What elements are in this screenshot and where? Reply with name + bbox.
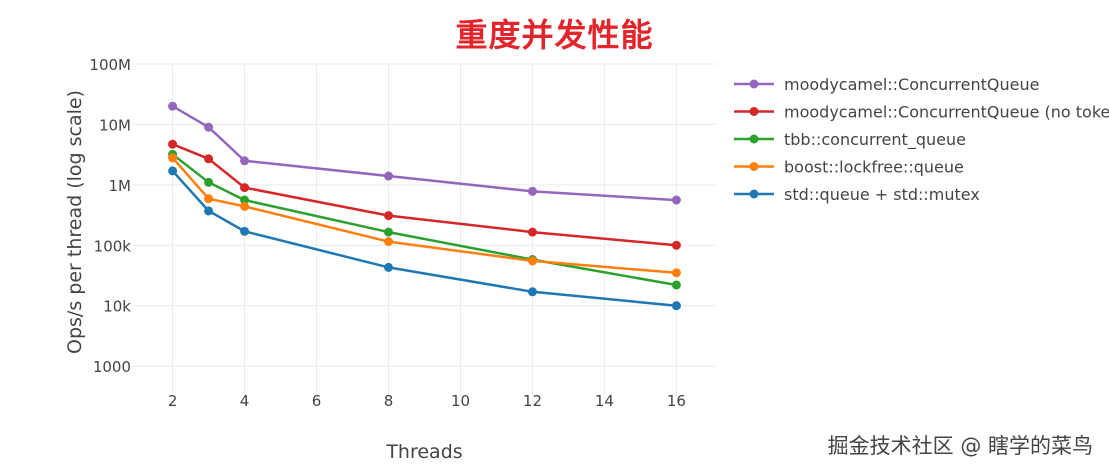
data-point [240, 195, 250, 205]
legend-label: boost::lockfree::queue [784, 158, 964, 177]
legend-label: tbb::concurrent_queue [784, 130, 966, 150]
data-point [204, 177, 214, 187]
data-point [671, 195, 681, 205]
data-point [527, 287, 537, 297]
data-point [204, 122, 214, 132]
x-tick-label: 4 [240, 392, 250, 410]
data-point [240, 226, 250, 236]
data-point [204, 194, 214, 204]
series-line-2 [172, 143, 677, 247]
data-point [671, 240, 681, 250]
series-line-5 [171, 170, 677, 307]
data-point [527, 227, 537, 237]
x-tick-label: 14 [595, 392, 614, 410]
data-point [671, 268, 681, 278]
x-tick-label: 10 [451, 392, 470, 410]
data-point [204, 206, 214, 216]
data-point [168, 101, 178, 111]
legend-label: std::queue + std::mutex [784, 185, 980, 204]
y-tick-label: 1M [109, 177, 132, 195]
data-point [168, 166, 178, 176]
legend-swatch-marker [749, 134, 759, 144]
data-point [671, 301, 681, 311]
data-point [240, 201, 250, 211]
data-point [384, 211, 394, 221]
data-point [671, 280, 681, 290]
data-point [168, 139, 178, 149]
legend-swatch-marker [749, 107, 759, 116]
y-tick-label: 10k [103, 298, 131, 316]
x-tick-label: 6 [312, 392, 322, 410]
data-point [384, 262, 394, 272]
y-tick-label: 1000 [93, 358, 131, 376]
legend-label: moodycamel::ConcurrentQueue [784, 75, 1039, 94]
x-axis-label: Threads [385, 441, 462, 463]
legend-swatch-marker [749, 189, 759, 199]
data-point [240, 156, 250, 166]
chart-title: 重度并发性能 [455, 16, 654, 54]
y-tick-label: 100M [89, 56, 131, 74]
y-tick-label: 10M [99, 116, 131, 134]
x-tick-label: 8 [384, 392, 394, 410]
legend-label: moodycamel::ConcurrentQueue (no tokens) [784, 103, 1109, 122]
data-point [384, 237, 394, 247]
x-tick-label: 12 [523, 392, 542, 410]
data-point [240, 183, 250, 193]
series-line-4 [171, 156, 677, 275]
series-line-1 [171, 105, 677, 202]
y-tick-label: 100k [94, 237, 132, 255]
watermark: 掘金技术社区 @ 瞎学的菜鸟 [827, 434, 1093, 458]
y-axis-label: Ops/s per thread (log scale) [64, 90, 86, 354]
legend-swatch-marker [749, 79, 759, 89]
data-point [384, 171, 394, 181]
x-tick-label: 16 [667, 392, 686, 410]
data-point [527, 186, 537, 196]
data-point [384, 227, 394, 237]
data-point [527, 256, 537, 266]
data-point [168, 153, 178, 163]
x-tick-label: 2 [168, 392, 178, 410]
legend-swatch-marker [749, 162, 759, 171]
data-point [204, 154, 214, 164]
